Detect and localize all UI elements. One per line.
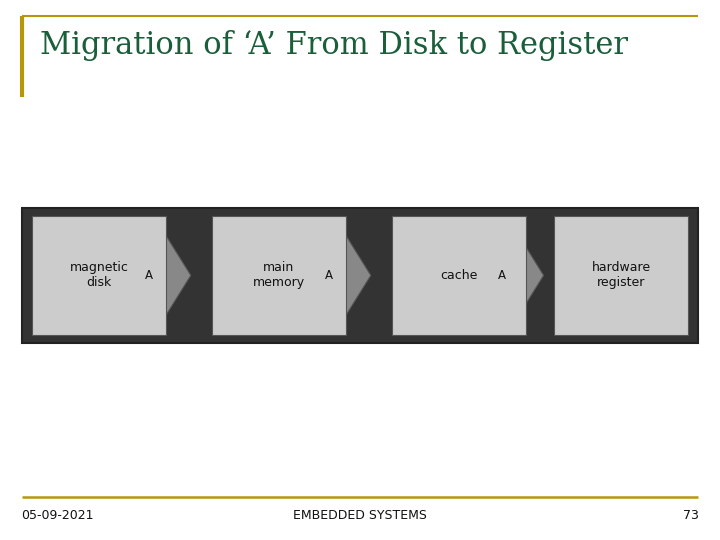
FancyBboxPatch shape <box>554 216 688 335</box>
Text: main
memory: main memory <box>253 261 305 289</box>
Text: EMBEDDED SYSTEMS: EMBEDDED SYSTEMS <box>293 509 427 522</box>
Text: A: A <box>145 269 153 282</box>
Text: A: A <box>498 269 506 282</box>
Polygon shape <box>133 234 191 317</box>
Polygon shape <box>486 234 544 317</box>
FancyBboxPatch shape <box>392 216 526 335</box>
FancyBboxPatch shape <box>32 216 166 335</box>
Polygon shape <box>313 234 371 317</box>
Text: A: A <box>325 269 333 282</box>
Text: Migration of ‘A’ From Disk to Register: Migration of ‘A’ From Disk to Register <box>40 30 628 60</box>
Text: 05-09-2021: 05-09-2021 <box>22 509 94 522</box>
Text: magnetic
disk: magnetic disk <box>70 261 128 289</box>
FancyBboxPatch shape <box>212 216 346 335</box>
Text: cache: cache <box>441 269 477 282</box>
Text: hardware
register: hardware register <box>591 261 651 289</box>
Text: 73: 73 <box>683 509 698 522</box>
FancyBboxPatch shape <box>22 208 698 343</box>
